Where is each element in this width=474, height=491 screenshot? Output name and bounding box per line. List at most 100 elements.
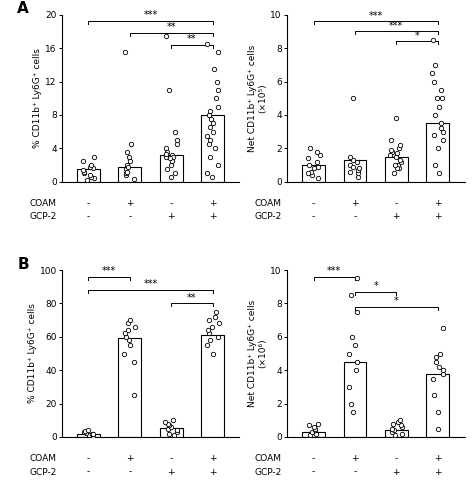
Point <box>209 174 216 182</box>
Text: +: + <box>209 467 216 477</box>
Point <box>86 171 93 179</box>
Point <box>308 428 316 436</box>
Point <box>120 350 128 357</box>
Point <box>353 308 361 316</box>
Point <box>353 158 360 165</box>
Text: +: + <box>434 212 441 221</box>
Point <box>210 119 217 127</box>
Point <box>439 128 447 136</box>
Text: -: - <box>87 467 90 477</box>
Point <box>431 391 438 399</box>
Point <box>163 150 170 158</box>
Point <box>127 157 134 165</box>
Point <box>393 149 401 157</box>
Point <box>80 428 87 436</box>
Point <box>397 158 405 165</box>
Point <box>431 161 439 169</box>
Point <box>210 65 218 73</box>
Bar <box>160 428 182 437</box>
Point <box>214 86 222 94</box>
Point <box>89 431 96 438</box>
Point <box>429 375 437 382</box>
Point <box>82 427 89 435</box>
Point <box>203 132 210 140</box>
Point <box>124 163 132 170</box>
Point <box>207 124 214 132</box>
Point <box>392 114 400 122</box>
Point <box>171 169 179 177</box>
Point <box>433 94 440 102</box>
Point <box>391 169 398 177</box>
Point <box>439 370 447 378</box>
Point <box>356 164 363 172</box>
Point <box>162 153 169 161</box>
Point <box>169 416 176 424</box>
Point <box>432 353 439 361</box>
Point <box>349 94 356 102</box>
Text: -: - <box>87 454 90 463</box>
Point <box>351 341 359 349</box>
Text: GCP-2: GCP-2 <box>254 467 282 477</box>
Point <box>306 144 314 152</box>
Point <box>345 350 353 357</box>
Point <box>122 171 130 179</box>
Point <box>431 61 439 69</box>
Text: -: - <box>353 212 356 221</box>
Point <box>123 333 130 341</box>
Text: COAM: COAM <box>29 454 56 463</box>
Point <box>395 164 403 172</box>
Point <box>428 69 436 77</box>
Bar <box>385 430 408 437</box>
Bar <box>201 335 224 437</box>
Text: -: - <box>128 467 131 477</box>
Point <box>305 161 313 169</box>
Text: -: - <box>312 454 315 463</box>
Point <box>352 366 360 374</box>
Point <box>354 274 361 282</box>
Point <box>393 164 401 172</box>
Point <box>124 326 132 334</box>
Text: ***: *** <box>389 21 403 30</box>
Bar <box>344 160 366 182</box>
Point <box>396 156 403 164</box>
Text: ***: *** <box>327 266 341 276</box>
Point <box>81 169 88 177</box>
Point <box>214 161 221 169</box>
Point <box>354 358 361 366</box>
Text: +: + <box>351 454 359 463</box>
Point <box>204 326 212 334</box>
Point <box>349 408 356 416</box>
Point <box>349 156 357 164</box>
Point <box>167 161 175 169</box>
Bar <box>118 338 141 437</box>
Point <box>124 320 131 327</box>
Point <box>209 323 216 331</box>
Point <box>439 366 447 374</box>
Point <box>203 341 211 349</box>
Bar <box>302 432 325 437</box>
Text: -: - <box>353 467 356 477</box>
Point <box>88 173 95 181</box>
Point <box>392 153 400 161</box>
Point <box>122 169 130 177</box>
Point <box>435 425 442 433</box>
Point <box>314 420 321 428</box>
Point <box>164 420 172 428</box>
Point <box>170 432 177 439</box>
Point <box>391 432 399 439</box>
Text: ***: *** <box>102 266 116 276</box>
Y-axis label: % CD11b⁺ Ly6G⁺ cells: % CD11b⁺ Ly6G⁺ cells <box>34 48 43 148</box>
Point <box>394 161 402 169</box>
Point <box>162 144 170 152</box>
Point <box>438 94 446 102</box>
Y-axis label: Net CD11b⁺ Ly6G⁺ cells
(×10⁶): Net CD11b⁺ Ly6G⁺ cells (×10⁶) <box>247 300 268 407</box>
Point <box>206 136 214 144</box>
Point <box>394 418 402 426</box>
Point <box>387 151 394 159</box>
Point <box>430 78 438 85</box>
Point <box>348 333 356 341</box>
Point <box>206 153 213 161</box>
Text: +: + <box>434 199 441 208</box>
Bar <box>385 157 408 182</box>
Point <box>308 171 316 179</box>
